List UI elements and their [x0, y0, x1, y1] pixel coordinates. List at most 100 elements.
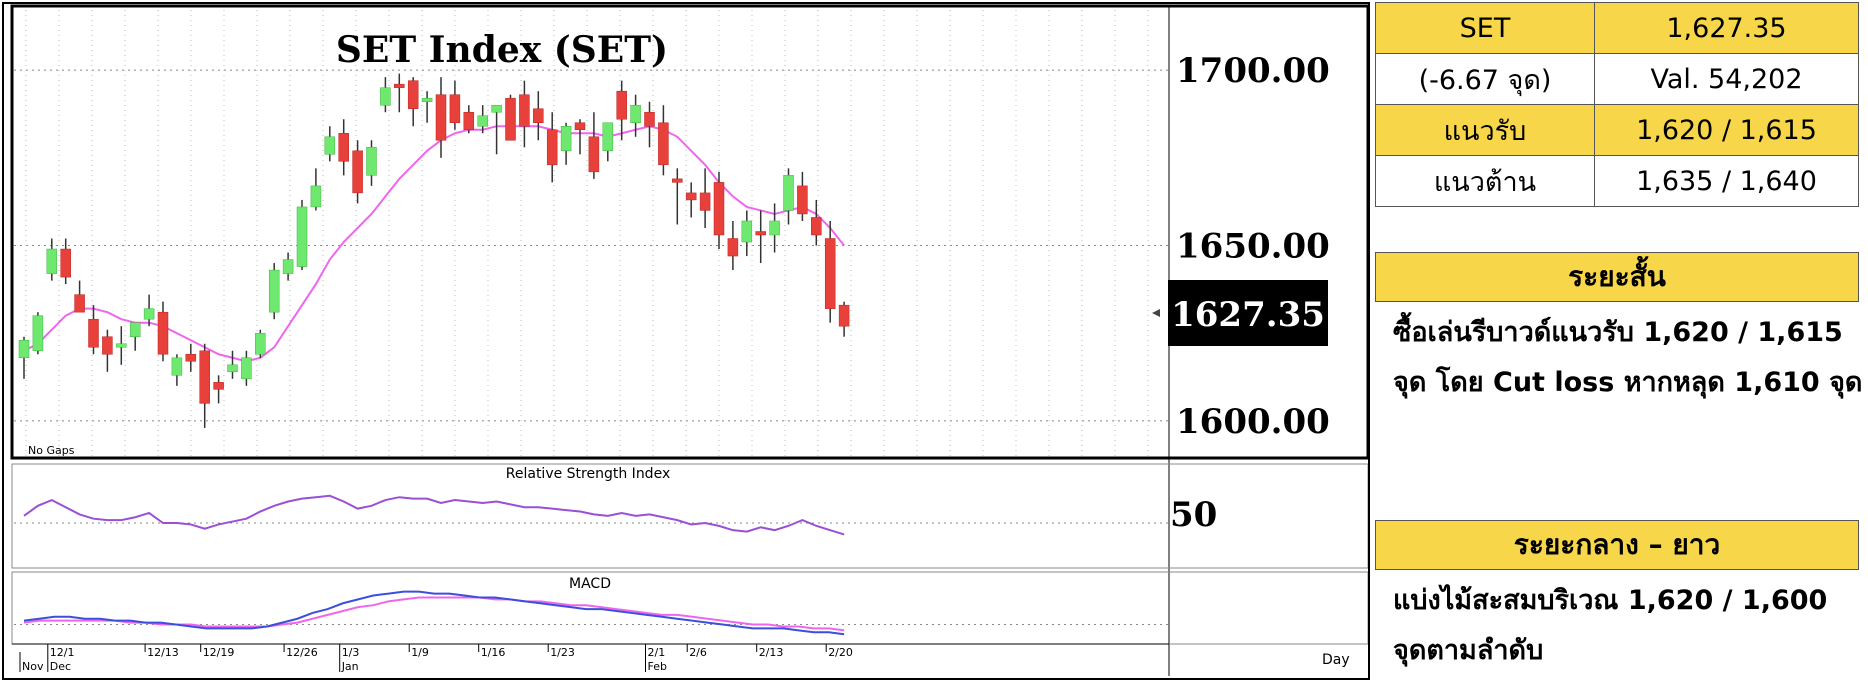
candle-up: [477, 115, 488, 127]
candle-up: [310, 185, 322, 208]
table-row: แนวรับ 1,620 / 1,615: [1375, 104, 1859, 156]
candle-down: [213, 382, 224, 390]
month-tick-label: Nov: [22, 660, 44, 673]
short-term-heading: ระยะสั้น: [1375, 252, 1859, 302]
candle-down: [463, 111, 475, 131]
candle-up: [282, 259, 294, 274]
chart-title: SET Index (SET): [336, 29, 668, 71]
last-value-label: 1627.35: [1171, 295, 1325, 335]
index-value-cell: 1,627.35: [1594, 2, 1859, 54]
chart-svg: SET Index (SET) 1627.35 No Gaps Relative…: [10, 4, 1368, 676]
mid-term-line-1: แบ่งไม้สะสมบริเวณ 1,620 / 1,600: [1393, 585, 1828, 616]
short-term-line-2: จุด โดย Cut loss หากหลุด 1,610 จุด: [1393, 367, 1863, 398]
rsi-title: Relative Strength Index: [506, 466, 670, 482]
month-tick-label: Feb: [648, 660, 667, 673]
candle-down: [185, 354, 197, 362]
summary-table: SET 1,627.35 (-6.67 จุด) Val. 54,202 แนว…: [1375, 2, 1859, 207]
date-tick-label: 2/20: [828, 646, 853, 659]
table-row: SET 1,627.35: [1375, 2, 1859, 54]
date-tick-label: 2/6: [689, 646, 707, 659]
candle-down: [435, 94, 447, 141]
candle-up: [227, 364, 238, 373]
candle-down: [838, 304, 850, 327]
short-term-line-1: ซื้อเล่นรีบาวด์แนวรับ 1,620 / 1,615: [1393, 317, 1843, 348]
candle-up: [491, 104, 502, 113]
candle-up: [602, 122, 614, 152]
candle-up: [241, 357, 252, 380]
candle-down: [157, 311, 169, 355]
candle-down: [713, 182, 725, 236]
last-value-arrow-icon: [1152, 309, 1160, 317]
date-tick-label: 1/9: [411, 646, 429, 659]
candle-down: [533, 108, 544, 123]
candle-down: [199, 350, 210, 404]
candle-up: [129, 322, 141, 337]
rsi-panel-border: [11, 463, 1368, 569]
mid-term-heading: ระยะกลาง – ยาว: [1375, 520, 1859, 570]
last-value-box: [1168, 280, 1328, 346]
candle-up: [783, 175, 794, 211]
date-tick-label: 1/16: [481, 646, 506, 659]
resistance-value-cell: 1,635 / 1,640: [1594, 155, 1859, 207]
mid-term-line-2: จุดตามลำดับ: [1393, 635, 1544, 666]
candle-down: [699, 192, 711, 211]
right-panel: SET 1,627.35 (-6.67 จุด) Val. 54,202 แนว…: [1375, 0, 1868, 682]
month-tick-label: Dec: [50, 660, 71, 673]
support-value-cell: 1,620 / 1,615: [1594, 104, 1859, 156]
candle-down: [824, 238, 836, 309]
no-gaps-label: No Gaps: [28, 444, 75, 457]
candle-down: [797, 185, 808, 215]
price-tick-label: 1600.00: [1176, 402, 1330, 442]
candle-up: [116, 343, 127, 348]
candle-down: [546, 129, 558, 166]
macd-panel-border: [11, 571, 1368, 645]
candle-down: [644, 111, 655, 127]
candle-down: [658, 122, 669, 166]
candle-down: [394, 83, 405, 88]
candle-down: [505, 97, 516, 141]
date-tick-label: 2/1: [648, 646, 666, 659]
candle-up: [171, 357, 183, 376]
candle-down: [60, 248, 71, 278]
value-traded-cell: Val. 54,202: [1594, 53, 1859, 105]
candle-down: [574, 122, 586, 131]
date-tick-label: 1/23: [550, 646, 575, 659]
candle-down: [102, 336, 113, 355]
candle-up: [18, 339, 30, 359]
table-row: (-6.67 จุด) Val. 54,202: [1375, 53, 1859, 105]
candle-down: [685, 192, 697, 201]
candle-up: [560, 126, 572, 152]
support-label-cell: แนวรับ: [1375, 104, 1595, 156]
candle-down: [588, 136, 600, 173]
candle-up: [296, 206, 308, 267]
change-cell: (-6.67 จุด): [1375, 53, 1595, 105]
candle-down: [811, 217, 822, 236]
date-tick-label: 1/3: [342, 646, 360, 659]
candle-up: [46, 248, 58, 274]
date-tick-label: 2/13: [759, 646, 784, 659]
date-tick-label: 12/19: [203, 646, 235, 659]
rsi-tick-label: 50: [1170, 495, 1217, 535]
price-tick-label: 1700.00: [1176, 51, 1330, 91]
candle-down: [407, 80, 419, 109]
date-tick-label: 12/13: [147, 646, 179, 659]
rsi-line: [23, 494, 845, 536]
macd-line: [23, 590, 845, 636]
resistance-label-cell: แนวต้าน: [1375, 155, 1595, 207]
moving-average-line: [23, 125, 845, 363]
candle-down: [616, 90, 627, 120]
candle-up: [380, 87, 391, 106]
month-tick-label: Jan: [341, 660, 359, 673]
chart-frame: SET Index (SET) 1627.35 No Gaps Relative…: [2, 2, 1370, 680]
candle-down: [727, 238, 739, 257]
candle-down: [352, 150, 363, 194]
index-name-cell: SET: [1375, 2, 1595, 54]
candle-up: [421, 97, 433, 102]
macd-title: MACD: [569, 576, 611, 592]
candle-up: [630, 104, 641, 123]
candle-up: [366, 147, 377, 176]
candle-down: [338, 133, 349, 162]
candle-down: [519, 94, 530, 127]
candle-up: [769, 220, 780, 236]
period-label: Day: [1322, 652, 1350, 668]
